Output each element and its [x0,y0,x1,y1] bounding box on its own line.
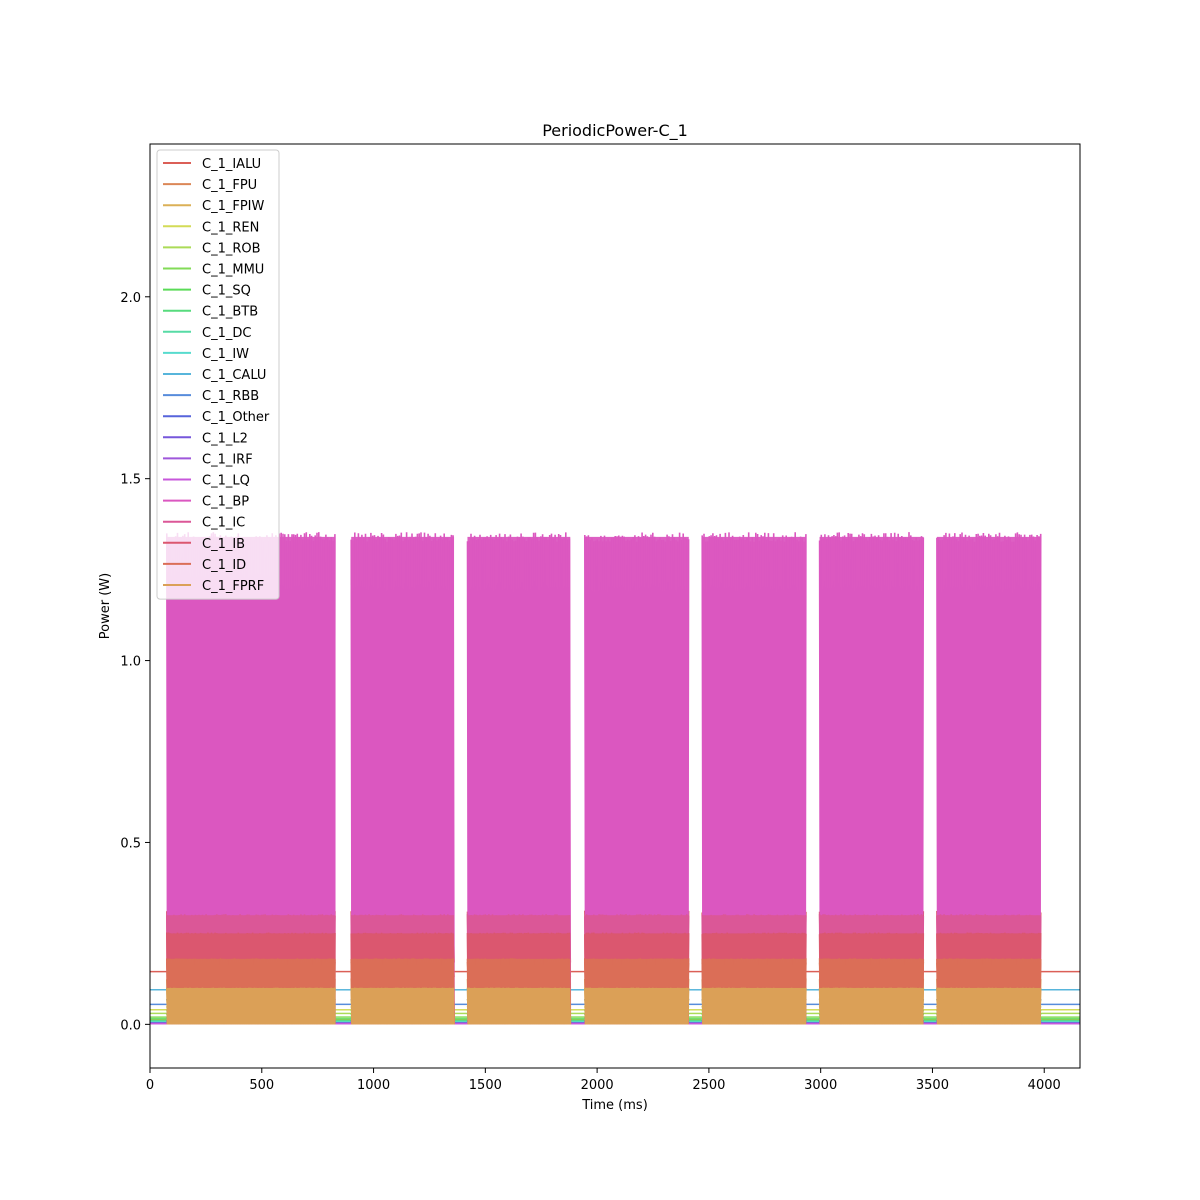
y-tick-label: 0.0 [120,1018,141,1033]
legend-label: C_1_FPRF [202,579,264,594]
plot-frame [149,143,1081,1069]
x-tick-label: 1500 [469,1078,502,1093]
legend-label: C_1_ID [202,558,246,573]
legend: C_1_IALU C_1_FPU C_1_FPIW C_1_REN C_1_ROB C_1… [156,149,280,600]
series-band-fill [467,987,571,1025]
legend-label: C_1_IRF [202,452,253,467]
series-band-fill [166,987,336,1025]
legend-label: C_1_REN [202,220,259,235]
x-tick-label: 2500 [692,1078,725,1093]
x-tick-label: 1000 [357,1078,390,1093]
y-tick-label: 1.5 [120,473,141,488]
y-tick-label: 1.0 [120,655,141,670]
legend-label: C_1_IC [202,516,245,531]
x-axis: 0 500 1000 1500 2000 2500 3000 3500 4000 [146,1068,1061,1093]
legend-label: C_1_CALU [202,368,266,383]
x-tick-label: 500 [249,1078,274,1093]
legend-label: C_1_L2 [202,431,248,446]
x-tick-label: 0 [146,1078,154,1093]
x-tick-label: 2000 [581,1078,614,1093]
x-axis-label: Time (ms) [581,1098,648,1113]
legend-label: C_1_BTB [202,305,258,320]
legend-label: C_1_MMU [202,263,264,278]
x-tick-label: 3000 [804,1078,837,1093]
legend-label: C_1_IALU [202,157,261,172]
series-band-fill [936,987,1041,1025]
series-band-fill [584,987,689,1025]
legend-label: C_1_LQ [202,474,250,489]
x-tick-label: 3500 [916,1078,949,1093]
y-tick-label: 2.0 [120,291,141,306]
series-band-fill [351,987,455,1025]
legend-label: C_1_FPU [202,178,257,193]
legend-label: C_1_Other [202,410,270,425]
legend-label: C_1_RBB [202,389,259,404]
y-tick-label: 0.5 [120,836,141,851]
legend-label: C_1_DC [202,326,251,341]
y-axis: 0.0 0.5 1.0 1.5 2.0 [120,291,150,1033]
y-axis-label: Power (W) [98,573,113,639]
legend-label: C_1_ROB [202,241,261,256]
series-band-fill [819,987,924,1025]
legend-label: C_1_BP [202,495,249,510]
legend-box [156,149,280,600]
series-c-1-fprf [166,987,1042,1025]
legend-label: C_1_IW [202,347,249,362]
plot-area [150,532,1080,1025]
series-band-fill [702,987,807,1025]
x-tick-label: 4000 [1028,1078,1061,1093]
legend-label: C_1_IB [202,537,245,552]
legend-label: C_1_FPIW [202,199,264,214]
legend-label: C_1_SQ [202,284,251,299]
chart-title: PeriodicPower-C_1 [542,121,688,141]
